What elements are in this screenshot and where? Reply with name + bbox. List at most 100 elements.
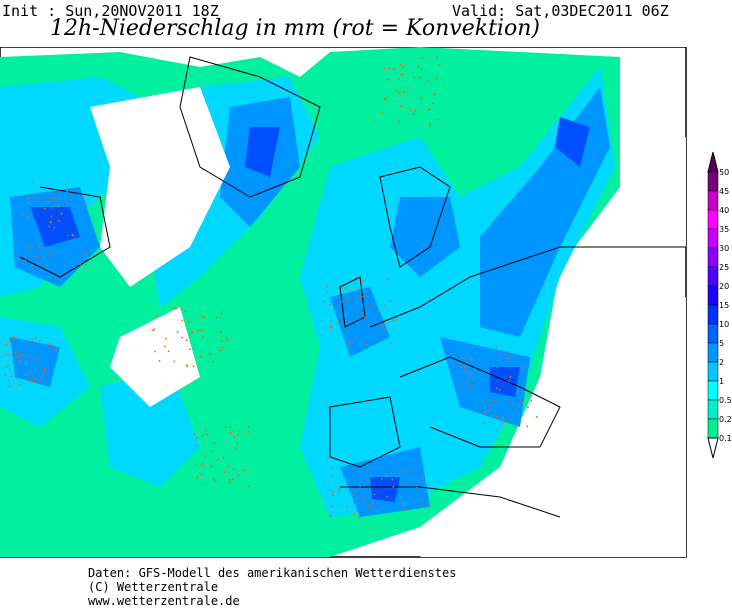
legend-color-box: [707, 209, 719, 230]
convection-dot: [42, 370, 45, 373]
convection-dot: [39, 246, 41, 249]
convection-dot: [508, 354, 511, 356]
convection-dot: [185, 339, 188, 342]
convection-dot: [403, 509, 406, 512]
convection-dot: [355, 336, 357, 339]
legend-level-label: 40: [719, 206, 729, 215]
convection-dot: [362, 295, 364, 298]
convection-dot: [202, 482, 205, 485]
convection-dot: [366, 343, 368, 346]
convection-dot: [8, 339, 11, 342]
convection-dot: [354, 489, 357, 492]
convection-dot: [417, 66, 419, 69]
convection-dot: [229, 431, 232, 434]
convection-dot: [203, 455, 206, 457]
convection-dot: [399, 105, 402, 108]
convection-dot: [192, 365, 195, 368]
convection-dot: [412, 76, 415, 79]
convection-dot: [483, 422, 485, 424]
convection-dot: [467, 379, 470, 381]
legend-color-box: [707, 380, 719, 401]
convection-dot: [50, 184, 53, 187]
convection-dot: [176, 331, 179, 333]
convection-dot: [16, 377, 19, 380]
convection-dot: [181, 319, 184, 322]
legend-colorbar: 50 45 40 35 30 25 20 15 10 5 2 1 0.5 0.2 0.1: [707, 151, 732, 459]
convection-dot: [436, 56, 438, 59]
convection-dot: [31, 180, 34, 183]
convection-dot: [420, 97, 423, 100]
convection-dot: [227, 465, 230, 468]
convection-dot: [15, 355, 18, 358]
convection-dot: [201, 315, 204, 318]
convection-dot: [31, 338, 34, 341]
legend-level-label: 45: [719, 187, 729, 196]
legend-level-label: 2: [719, 358, 724, 367]
convection-dot: [508, 380, 511, 383]
convection-dot: [345, 299, 348, 302]
convection-dot: [21, 353, 24, 356]
convection-dot: [351, 494, 354, 497]
convection-dot: [526, 425, 529, 428]
convection-dot: [201, 463, 204, 466]
convection-dot: [219, 331, 222, 333]
footer-data-source: Daten: GFS-Modell des amerikanischen Wet…: [88, 566, 457, 580]
convection-dot: [180, 308, 183, 310]
convection-dot: [438, 64, 441, 66]
convection-dot: [493, 399, 496, 402]
convection-dot: [36, 358, 39, 360]
convection-dot: [419, 500, 422, 503]
convection-dot: [509, 375, 512, 378]
convection-dot: [363, 497, 366, 500]
convection-dot: [201, 329, 204, 332]
convection-dot: [487, 405, 490, 408]
convection-dot: [50, 197, 53, 199]
legend-level-label: 1: [719, 377, 724, 386]
convection-dot: [349, 342, 352, 345]
legend-color-box: [707, 342, 719, 363]
convection-dot: [22, 382, 25, 385]
convection-dot: [186, 365, 189, 368]
convection-dot: [29, 245, 32, 248]
convection-dot: [424, 70, 427, 73]
convection-dot: [153, 350, 156, 353]
footer-website[interactable]: www.wetterzentrale.de: [88, 594, 240, 608]
convection-dot: [71, 187, 73, 190]
convection-dot: [71, 233, 74, 236]
convection-dot: [189, 332, 192, 335]
convection-dot: [377, 310, 380, 313]
convection-dot: [400, 73, 403, 76]
legend-color-box: [707, 361, 719, 382]
convection-dot: [24, 255, 27, 257]
convection-dot: [526, 406, 529, 408]
convection-dot: [199, 355, 202, 358]
convection-dot: [28, 196, 31, 199]
convection-dot: [31, 264, 33, 267]
convection-dot: [384, 319, 387, 321]
convection-dot: [58, 219, 61, 222]
convection-dot: [33, 377, 36, 380]
convection-dot: [40, 379, 43, 382]
convection-dot: [386, 78, 389, 81]
convection-dot: [26, 341, 29, 344]
precipitation-map: [0, 47, 687, 558]
convection-dot: [243, 469, 246, 472]
legend-level-label: 25: [719, 263, 729, 272]
convection-dot: [387, 278, 389, 280]
convection-dot: [18, 354, 21, 356]
convection-dot: [436, 77, 438, 80]
convection-dot: [415, 486, 418, 489]
legend-color-box: [707, 190, 719, 211]
convection-dot: [468, 372, 470, 375]
convection-dot: [341, 317, 344, 319]
convection-dot: [24, 259, 27, 262]
convection-dot: [27, 198, 29, 200]
legend-color-box: [707, 323, 719, 344]
convection-dot: [210, 465, 213, 468]
convection-dot: [329, 325, 332, 328]
convection-dot: [354, 282, 357, 284]
convection-dot: [535, 416, 538, 418]
legend-color-box: [707, 247, 719, 268]
convection-dot: [383, 98, 386, 101]
convection-dot: [210, 450, 213, 453]
